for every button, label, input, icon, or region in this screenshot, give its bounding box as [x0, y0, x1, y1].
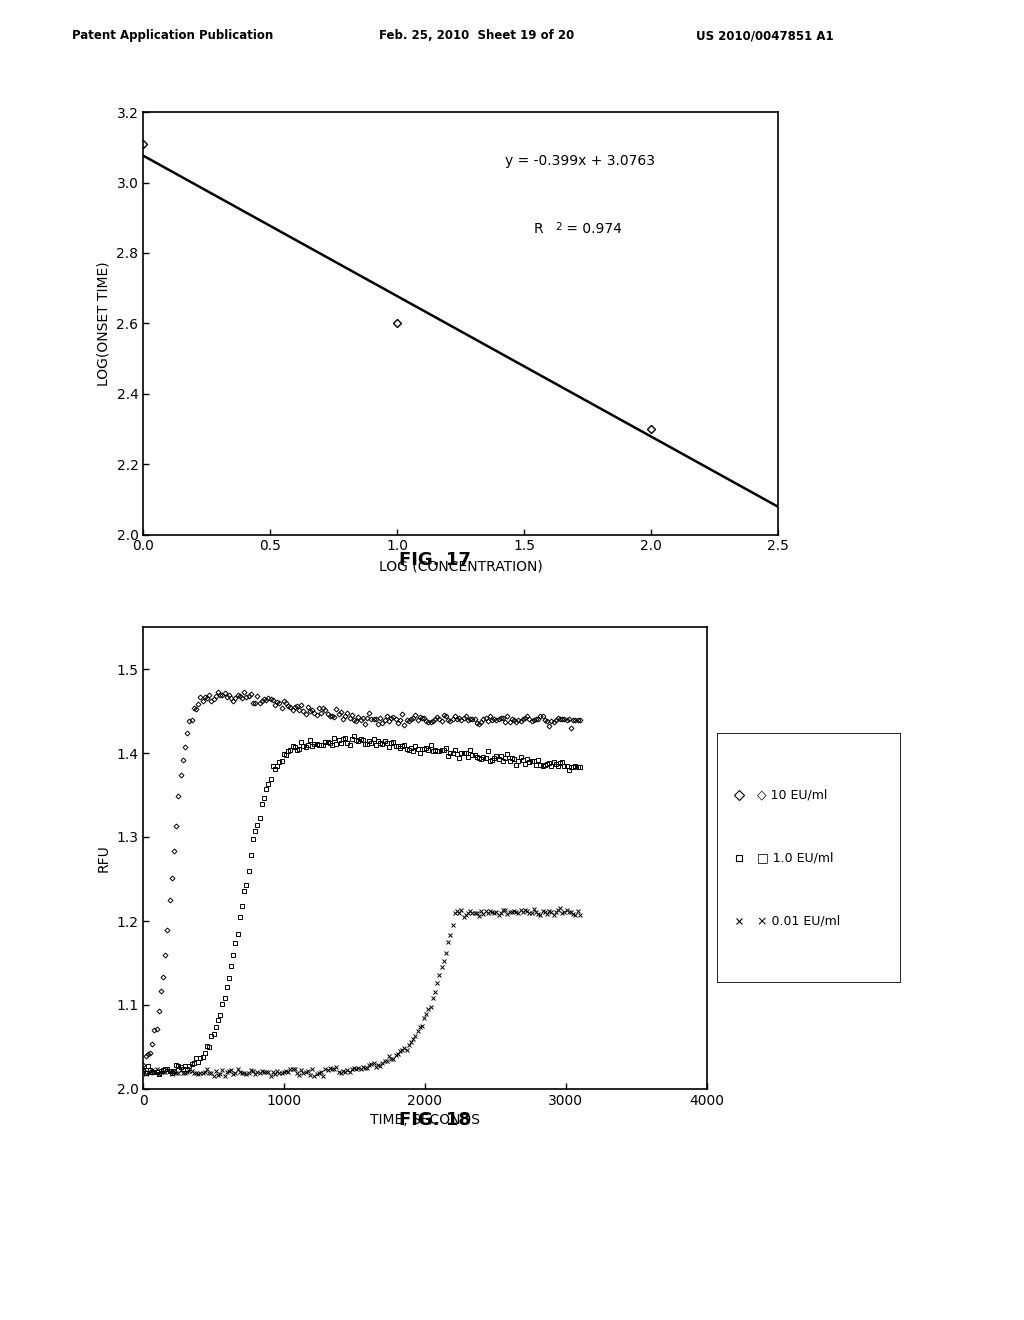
- X-axis label: TIME, SECONDS: TIME, SECONDS: [370, 1113, 480, 1127]
- Text: Feb. 25, 2010  Sheet 19 of 20: Feb. 25, 2010 Sheet 19 of 20: [379, 29, 574, 42]
- Text: 2: 2: [555, 222, 561, 232]
- Text: ◇ 10 EU/ml: ◇ 10 EU/ml: [758, 789, 827, 801]
- Y-axis label: RFU: RFU: [97, 843, 111, 873]
- X-axis label: LOG (CONCENTRATION): LOG (CONCENTRATION): [379, 558, 543, 573]
- Text: = 0.974: = 0.974: [562, 222, 623, 236]
- Y-axis label: LOG(ONSET TIME): LOG(ONSET TIME): [97, 261, 111, 385]
- Text: R: R: [534, 222, 544, 236]
- Text: FIG. 17: FIG. 17: [399, 550, 471, 569]
- Text: □ 1.0 EU/ml: □ 1.0 EU/ml: [758, 851, 834, 865]
- Text: Patent Application Publication: Patent Application Publication: [72, 29, 273, 42]
- Text: US 2010/0047851 A1: US 2010/0047851 A1: [696, 29, 834, 42]
- Text: × 0.01 EU/ml: × 0.01 EU/ml: [758, 915, 841, 927]
- Text: FIG. 18: FIG. 18: [399, 1110, 471, 1129]
- Text: y = -0.399x + 3.0763: y = -0.399x + 3.0763: [505, 154, 655, 169]
